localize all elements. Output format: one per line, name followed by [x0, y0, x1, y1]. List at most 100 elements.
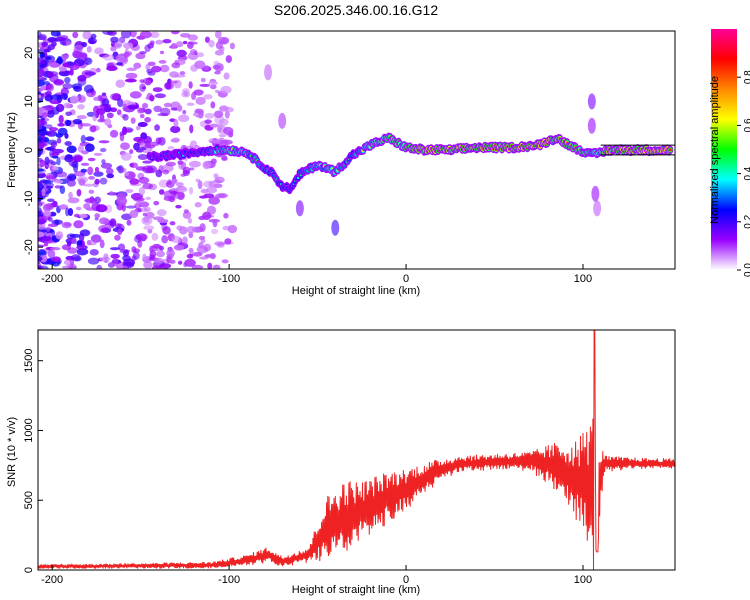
noise-blob [42, 203, 52, 212]
noise-blob [179, 71, 186, 76]
noise-blob [177, 260, 183, 265]
colorbar-tick-label: 0.8 [743, 70, 750, 84]
noise-blob [197, 180, 203, 190]
noise-blob [55, 171, 68, 178]
noise-blob [116, 196, 128, 206]
noise-blob [115, 54, 127, 63]
y-tick-label: 0 [23, 567, 35, 573]
y-tick-label: 20 [23, 47, 35, 59]
spectrogram-ridge [146, 132, 675, 195]
noise-blob [131, 246, 137, 253]
noise-blob [76, 114, 87, 120]
noise-blob [39, 52, 46, 59]
noise-blob [38, 63, 44, 70]
noise-blob [158, 189, 165, 195]
noise-blob [186, 253, 194, 259]
noise-blob [98, 140, 110, 144]
noise-blob [139, 113, 145, 119]
snr-x-label: Height of straight line (km) [292, 584, 420, 596]
noise-blob [126, 219, 132, 226]
noise-blob [117, 164, 124, 174]
noise-blob [208, 218, 221, 223]
noise-blob [189, 167, 195, 171]
noise-blob [198, 235, 206, 240]
noise-blob [187, 217, 193, 224]
noise-blob [171, 31, 180, 35]
noise-blob [180, 173, 186, 177]
figure-title: S206.2025.346.00.16.G12 [274, 2, 438, 18]
y-tick-label: 1500 [23, 348, 35, 372]
noise-blob [94, 166, 100, 174]
noise-blob [193, 89, 204, 96]
noise-blob [186, 226, 197, 234]
noise-blob [51, 256, 61, 263]
noise-blob [139, 31, 152, 39]
noise-blob [224, 106, 234, 113]
noise-blob [177, 191, 185, 201]
noise-blob [144, 142, 151, 148]
noise-blob [162, 226, 171, 235]
noise-blob [104, 118, 112, 126]
noise-blob [213, 110, 224, 118]
noise-blob [46, 130, 58, 137]
noise-blob [218, 123, 224, 128]
noise-blob [194, 202, 202, 208]
noise-blob [58, 114, 64, 124]
noise-blob [182, 236, 188, 245]
noise-blob [191, 264, 204, 269]
noise-blob [331, 219, 340, 236]
noise-blob [125, 205, 137, 209]
noise-blob [191, 92, 197, 101]
noise-blob [202, 160, 211, 170]
noise-blob [109, 218, 117, 227]
noise-blob [224, 238, 232, 245]
noise-blob [169, 221, 176, 226]
colorbar: 0.0 0.2 0.4 0.6 0.8 Normalized spectral ampl… [709, 29, 750, 277]
noise-blob [116, 109, 122, 116]
noise-blob [151, 265, 162, 269]
x-tick-label: -100 [218, 273, 240, 285]
noise-blob [189, 124, 194, 134]
noise-blob [101, 98, 110, 107]
noise-blob [181, 88, 190, 95]
noise-blob [58, 66, 68, 72]
noise-blob [138, 186, 146, 196]
noise-blob [68, 191, 73, 199]
y-tick-label: 500 [23, 491, 35, 509]
noise-blob [112, 257, 119, 267]
noise-blob [587, 93, 596, 110]
noise-blob [141, 102, 149, 109]
noise-blob [183, 209, 189, 214]
spectrogram-x-label: Height of straight line (km) [292, 285, 420, 297]
noise-blob [217, 192, 229, 199]
noise-blob [38, 249, 46, 256]
noise-blob [209, 123, 220, 128]
noise-blob [79, 229, 91, 237]
noise-blob [176, 49, 187, 57]
noise-blob [143, 225, 155, 231]
noise-blob [117, 228, 123, 236]
noise-blob [177, 160, 184, 165]
noise-blob [591, 185, 600, 202]
noise-blob [223, 72, 230, 80]
noise-blob [192, 112, 199, 117]
noise-blob [211, 228, 219, 235]
noise-blob [130, 117, 136, 124]
noise-blob [170, 43, 177, 49]
noise-blob [168, 80, 179, 84]
noise-blob [278, 112, 287, 129]
noise-blob [163, 102, 173, 108]
noise-blob [71, 237, 77, 245]
x-tick-label: -200 [41, 574, 63, 586]
y-tick-label: 1000 [23, 418, 35, 442]
noise-blob [72, 50, 81, 59]
noise-blob [215, 41, 223, 50]
noise-blob [47, 216, 53, 222]
noise-blob [61, 221, 72, 229]
noise-blob [152, 87, 163, 93]
noise-blob [80, 168, 87, 173]
noise-blob [223, 212, 229, 219]
noise-blob [99, 147, 107, 153]
noise-blob [184, 258, 196, 267]
noise-blob [188, 232, 194, 239]
